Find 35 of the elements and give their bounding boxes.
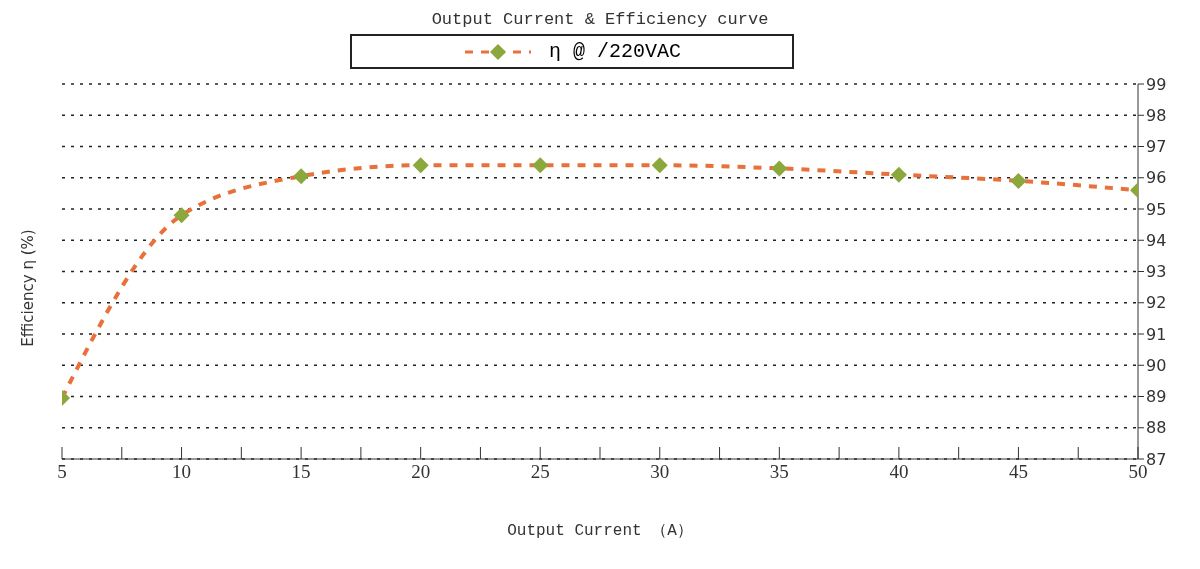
x-tick-label: 25 (530, 461, 550, 483)
chart-title: Output Current & Efficiency curve (430, 9, 770, 29)
y-tick-label: 90 (1146, 355, 1167, 375)
point (890, 166, 907, 183)
y-tick-label: 94 (1146, 230, 1167, 250)
x-tick-label: 30 (650, 461, 670, 483)
y-tick-label: 91 (1146, 324, 1167, 344)
point (651, 157, 668, 174)
point (293, 168, 310, 185)
x-tick-label: 10 (172, 461, 192, 483)
x-tick-label: 40 (889, 461, 909, 483)
point (771, 160, 788, 177)
y-axis-title: Efficiency η (%) (19, 229, 37, 347)
y-tick-label: 93 (1146, 262, 1167, 282)
x-tick-label: 15 (291, 461, 311, 483)
y-tick-label: 99 (1146, 74, 1167, 94)
y-tick-label: 96 (1146, 168, 1167, 188)
y-tick-label: 87 (1146, 449, 1167, 469)
y-tick-label: 98 (1146, 105, 1167, 125)
x-axis-title: Output Current （A） (507, 522, 693, 540)
x-tick-label: 50 (1128, 461, 1148, 483)
y-tick-label: 92 (1146, 293, 1167, 313)
x-tick-label: 45 (1008, 461, 1028, 483)
x-tick-label: 5 (57, 461, 67, 483)
y-tick-label: 97 (1146, 137, 1167, 157)
point (412, 157, 429, 174)
y-tick-label: 88 (1146, 418, 1167, 438)
x-tick-label: 35 (769, 461, 789, 483)
point (1010, 172, 1027, 189)
legend-label: η @ /220VAC (548, 40, 682, 63)
point (173, 207, 190, 224)
y-tick-label: 95 (1146, 199, 1167, 219)
y-tick-label: 89 (1146, 387, 1167, 407)
point (532, 157, 549, 174)
x-tick-label: 20 (411, 461, 431, 483)
